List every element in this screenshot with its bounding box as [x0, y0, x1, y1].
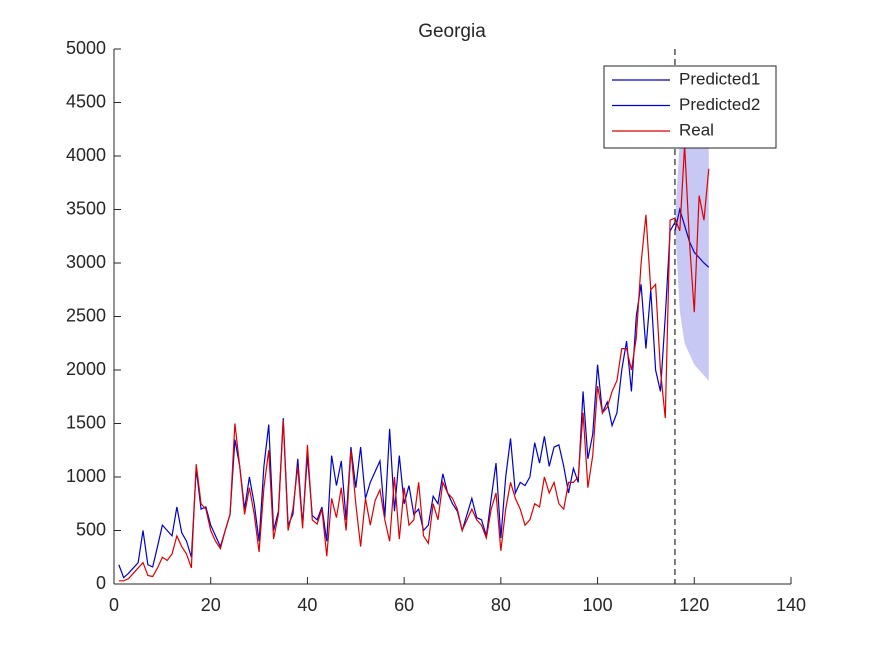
y-tick-label: 4500 [66, 91, 106, 111]
y-tick-label: 4000 [66, 145, 106, 165]
y-tick-label: 2500 [66, 305, 106, 325]
x-tick-label: 20 [201, 595, 221, 615]
x-tick-label: 40 [297, 595, 317, 615]
series-line [118, 222, 676, 579]
legend-label: Real [679, 120, 714, 139]
x-tick-label: 120 [679, 595, 709, 615]
chart-title: Georgia [418, 21, 486, 42]
y-tick-label: 5000 [66, 38, 106, 58]
legend-label: Predicted1 [679, 69, 760, 88]
y-tick-label: 0 [96, 573, 106, 593]
x-tick-label: 60 [394, 595, 414, 615]
x-tick-label: 80 [491, 595, 511, 615]
y-tick-label: 500 [76, 519, 106, 539]
y-tick-label: 1500 [66, 412, 106, 432]
y-tick-label: 3000 [66, 252, 106, 272]
y-tick-label: 3500 [66, 198, 106, 218]
y-tick-label: 2000 [66, 359, 106, 379]
legend-label: Predicted2 [679, 95, 760, 114]
x-tick-label: 100 [583, 595, 613, 615]
series-line [118, 145, 710, 582]
x-tick-label: 140 [776, 595, 806, 615]
y-tick-label: 1000 [66, 466, 106, 486]
x-tick-label: 0 [109, 595, 119, 615]
